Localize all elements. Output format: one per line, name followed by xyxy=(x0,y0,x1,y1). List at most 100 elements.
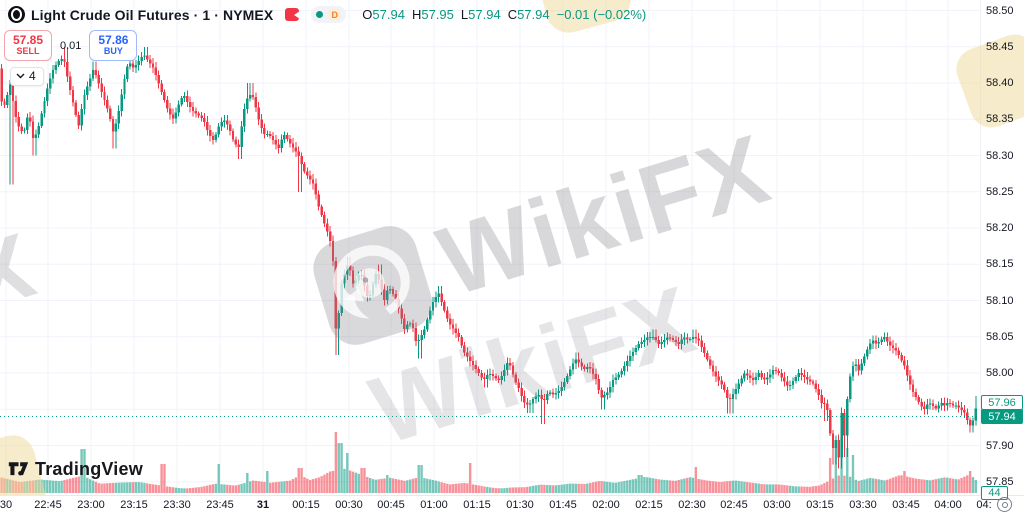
volume-bar xyxy=(603,481,606,493)
volume-bar xyxy=(971,477,975,493)
delayed-data-flag-icon[interactable] xyxy=(285,8,301,21)
candle-body xyxy=(820,395,823,403)
spread-value: 0.01 xyxy=(60,39,82,52)
candle-body xyxy=(31,121,35,138)
candle-body xyxy=(568,369,572,376)
volume-bar xyxy=(951,478,955,493)
candle-body xyxy=(143,55,146,57)
tradingview-attribution[interactable]: TradingView xyxy=(8,459,143,480)
object-tree-collapse-button[interactable]: 4 xyxy=(10,67,44,86)
candle-body xyxy=(888,341,892,346)
volume-bar xyxy=(157,485,160,493)
candle-body xyxy=(874,340,878,344)
symbol-title[interactable]: Light Crude Oil Futures · 1 · NYMEX xyxy=(31,6,274,23)
volume-bar xyxy=(434,480,438,493)
candle-body xyxy=(166,100,169,109)
volume-bar xyxy=(477,485,480,493)
volume-bar xyxy=(200,486,203,493)
candle-body xyxy=(183,95,186,99)
volume-bar xyxy=(20,482,23,493)
candle-body xyxy=(83,94,86,109)
volume-bar xyxy=(811,486,815,493)
volume-bar xyxy=(686,477,689,493)
volume-bar xyxy=(900,475,903,493)
candle-body xyxy=(68,76,72,90)
candle-body xyxy=(388,288,392,291)
candle-body xyxy=(800,373,803,376)
volume-bar xyxy=(80,449,83,493)
market-status-pill[interactable]: D xyxy=(311,6,347,23)
candle-body xyxy=(528,403,532,405)
volume-bar xyxy=(46,480,49,493)
candle-body xyxy=(714,371,718,377)
candle-body xyxy=(837,440,840,458)
candle-body xyxy=(657,340,660,344)
candle-body xyxy=(894,347,898,351)
candle-body xyxy=(951,403,955,406)
candle-body xyxy=(288,139,292,144)
time-axis[interactable] xyxy=(0,495,1024,513)
volume-bar xyxy=(300,468,303,493)
volume-bar xyxy=(528,486,532,493)
volume-bar xyxy=(963,476,966,493)
candle-body xyxy=(37,125,40,135)
timezone-settings-icon[interactable] xyxy=(997,497,1012,512)
candle-body xyxy=(108,108,112,119)
volume-bar xyxy=(140,482,143,493)
candle-body xyxy=(668,337,672,339)
candle-body xyxy=(14,100,18,117)
candle-body xyxy=(694,337,698,339)
candle-body xyxy=(708,359,712,366)
candle-body xyxy=(823,402,826,404)
candle-body xyxy=(60,59,63,62)
candle-body xyxy=(483,377,486,380)
volume-bar xyxy=(174,487,178,493)
volume-bar xyxy=(494,488,498,493)
volume-bar xyxy=(443,483,446,493)
volume-bar xyxy=(114,482,118,493)
candle-body xyxy=(640,341,643,344)
candle-body xyxy=(697,338,700,341)
market-open-dot-icon xyxy=(316,11,324,18)
candle-body xyxy=(151,63,155,68)
volume-bar xyxy=(497,488,500,493)
volume-bar xyxy=(314,478,318,493)
candle-body xyxy=(634,347,638,353)
candle-body xyxy=(26,117,29,130)
volume-bar xyxy=(940,477,943,493)
candle-body xyxy=(448,318,452,325)
volume-bar xyxy=(120,482,123,493)
volume-bar xyxy=(680,479,683,493)
candle-wick xyxy=(252,83,254,100)
volume-bar xyxy=(74,477,78,493)
candle-body xyxy=(66,62,69,77)
candle-wick xyxy=(655,329,657,343)
volume-bar xyxy=(297,468,300,493)
volume-bar xyxy=(317,477,320,493)
ohlc-pair: C57.94 xyxy=(507,7,550,22)
volume-bar xyxy=(460,483,463,493)
volume-bar xyxy=(243,483,246,493)
candle-body xyxy=(471,360,475,365)
buy-button[interactable]: 57.86 BUY xyxy=(89,30,138,61)
volume-bar xyxy=(28,480,32,493)
volume-bar xyxy=(274,482,278,493)
volume-bar xyxy=(897,475,900,493)
candle-body xyxy=(214,134,218,141)
sell-button[interactable]: 57.85 SELL xyxy=(4,30,52,61)
candle-body xyxy=(814,383,818,389)
candle-body xyxy=(897,350,900,356)
candle-body xyxy=(737,383,740,389)
candle-body xyxy=(283,135,286,140)
candle-body xyxy=(340,283,343,313)
symbol-logo-icon[interactable] xyxy=(8,6,25,23)
volume-bar xyxy=(631,479,635,493)
candle-body xyxy=(434,297,438,303)
volume-bar xyxy=(826,481,829,493)
candle-body xyxy=(586,366,589,370)
candle-body xyxy=(477,369,480,374)
volume-bar xyxy=(228,485,232,493)
volume-bar xyxy=(411,478,415,493)
candle-body xyxy=(371,284,375,295)
